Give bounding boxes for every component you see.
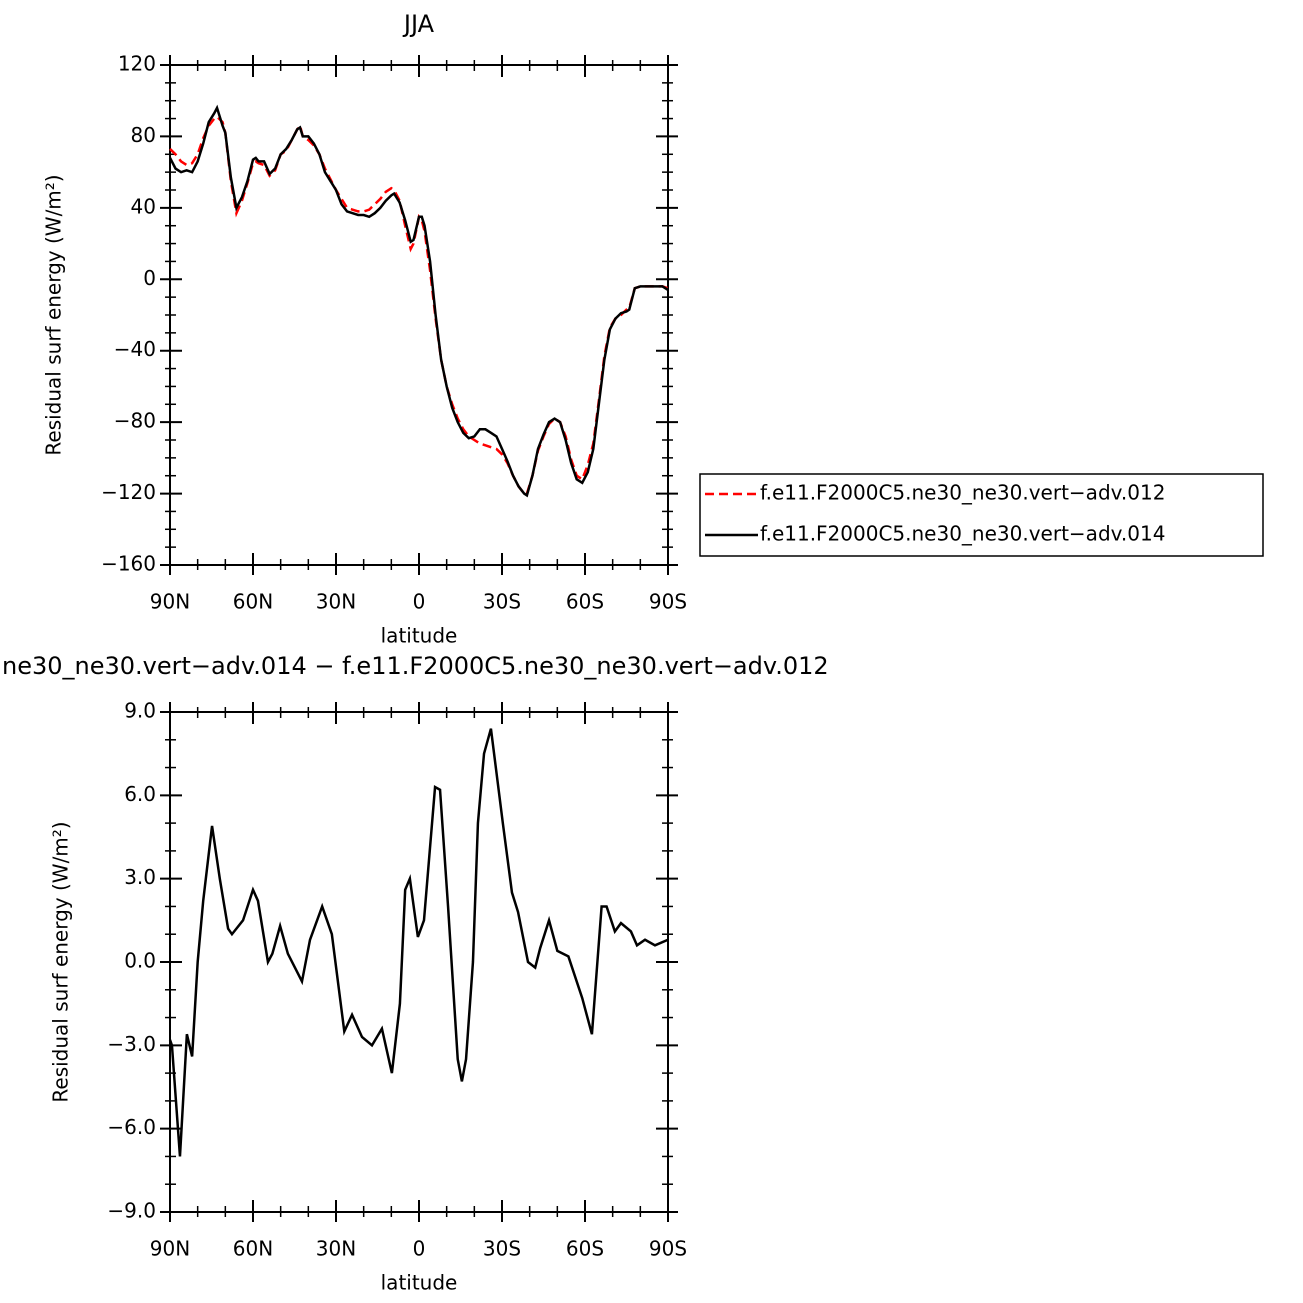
y-tick-label: −120: [101, 480, 156, 504]
x-tick-label: 90S: [649, 1237, 687, 1261]
y-tick-label: −9.0: [107, 1199, 156, 1223]
x-tick-label: 30N: [316, 1237, 356, 1261]
data-line: [169, 115, 669, 495]
y-tick-label: 0: [143, 266, 156, 290]
chart-title: ne30_ne30.vert−adv.014 − f.e11.F2000C5.n…: [2, 652, 829, 680]
y-tick-label: −40: [114, 337, 156, 361]
x-axis-label: latitude: [381, 1271, 458, 1295]
y-tick-label: −160: [101, 552, 156, 576]
legend-box: [699, 473, 1264, 557]
x-tick-label: 60S: [566, 590, 604, 614]
data-line: [168, 728, 669, 1157]
y-tick-label: −6.0: [107, 1115, 156, 1139]
plot-frame: [169, 64, 669, 566]
y-tick-label: −80: [114, 409, 156, 433]
plot-frame: [169, 711, 669, 1213]
x-tick-label: 30S: [483, 590, 521, 614]
legend-label: f.e11.F2000C5.ne30_ne30.vert−adv.012: [760, 481, 1165, 505]
y-tick-label: 9.0: [124, 699, 156, 723]
x-tick-label: 90N: [150, 590, 190, 614]
y-tick-label: −3.0: [107, 1032, 156, 1056]
x-tick-label: 60N: [233, 590, 273, 614]
y-tick-label: 120: [118, 52, 156, 76]
y-tick-label: 0.0: [124, 949, 156, 973]
x-axis-label: latitude: [381, 624, 458, 648]
x-tick-label: 0: [413, 590, 426, 614]
y-tick-label: 3.0: [124, 865, 156, 889]
x-tick-label: 30S: [483, 1237, 521, 1261]
y-axis-label: Residual surf energy (W/m²): [42, 174, 66, 455]
y-tick-label: 80: [131, 123, 156, 147]
y-tick-label: 40: [131, 194, 156, 218]
x-tick-label: 90N: [150, 1237, 190, 1261]
legend-label: f.e11.F2000C5.ne30_ne30.vert−adv.014: [760, 522, 1165, 546]
x-tick-label: 0: [413, 1237, 426, 1261]
data-line: [168, 104, 669, 498]
x-tick-label: 90S: [649, 590, 687, 614]
x-tick-label: 30N: [316, 590, 356, 614]
chart-title: JJA: [402, 10, 435, 38]
x-tick-label: 60S: [566, 1237, 604, 1261]
y-axis-label: Residual surf energy (W/m²): [49, 821, 73, 1102]
x-tick-label: 60N: [233, 1237, 273, 1261]
y-tick-label: 6.0: [124, 782, 156, 806]
